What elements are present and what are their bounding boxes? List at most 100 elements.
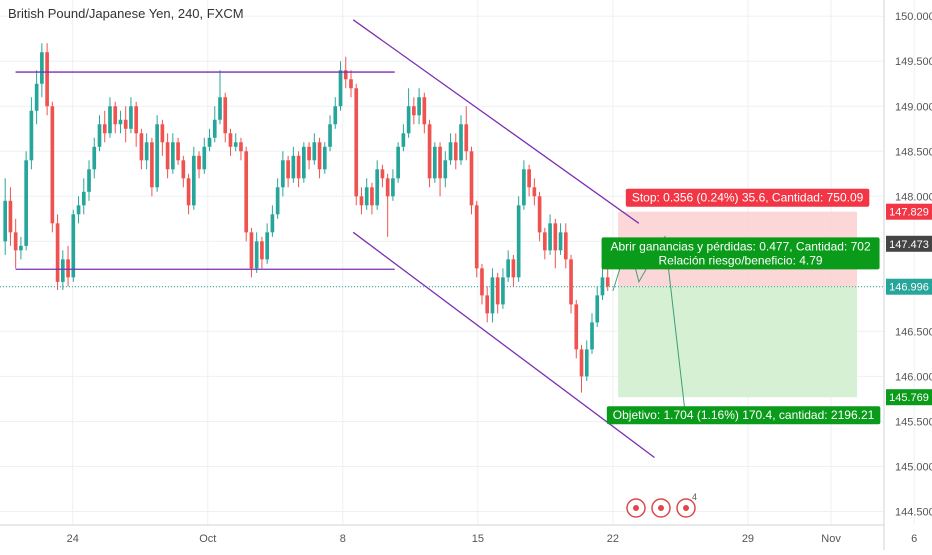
- candle-body: [343, 70, 348, 80]
- channel-lower-line[interactable]: [352, 231, 655, 458]
- candle-body: [328, 124, 332, 147]
- candle-body: [490, 277, 495, 314]
- candle-body: [359, 196, 364, 206]
- candle-body: [218, 97, 222, 120]
- candle-body: [417, 97, 421, 116]
- candle-body: [600, 277, 605, 296]
- candle-body: [171, 142, 175, 170]
- candle-body: [155, 124, 159, 188]
- x-tick-label: 8: [340, 533, 346, 545]
- candle-body: [438, 146, 442, 179]
- candle-body: [291, 155, 296, 179]
- candle-body: [207, 137, 212, 147]
- candle-body: [97, 124, 102, 147]
- candle-body: [102, 124, 107, 134]
- x-tick-label: Oct: [199, 533, 216, 545]
- position-labels: Stop: 0.356 (0.24%) 35.6, Cantidad: 750.…: [601, 188, 881, 425]
- candle-body: [474, 205, 479, 269]
- economic-event-dot: [683, 505, 689, 511]
- candle-body: [532, 187, 537, 197]
- candle-body: [522, 169, 526, 206]
- candle-body: [412, 106, 416, 116]
- candle-body: [40, 52, 44, 84]
- candle-body: [354, 88, 359, 197]
- candle-body: [584, 349, 589, 377]
- candle-body: [123, 119, 128, 129]
- candle-body: [134, 106, 139, 134]
- price-badge: 146.996: [889, 282, 929, 294]
- candle-body: [29, 110, 34, 161]
- candle-body: [55, 223, 60, 282]
- chart-title: British Pound/Japanese Yen, 240, FXCM: [8, 6, 244, 21]
- candle-body: [108, 106, 112, 134]
- economic-event-dot: [633, 505, 639, 511]
- candle-body: [223, 97, 228, 134]
- candle-body: [150, 142, 154, 188]
- candle-body: [553, 223, 558, 251]
- candle-body: [45, 52, 49, 107]
- candle-body: [181, 160, 186, 179]
- y-tick-label: 149.000: [895, 101, 932, 113]
- candle-body: [228, 133, 233, 147]
- price-badge-bg: [886, 389, 932, 406]
- y-tick-label: 148.500: [895, 146, 932, 158]
- candle-body: [338, 70, 343, 107]
- price-badge: 145.769: [889, 392, 929, 404]
- target-label: Objetivo: 1.704 (1.16%) 170.4, cantidad:…: [613, 408, 875, 422]
- candle-body: [265, 232, 269, 260]
- candle-body: [191, 155, 196, 206]
- candle-body: [129, 106, 133, 129]
- candle-body: [406, 106, 411, 134]
- candle-body: [422, 97, 427, 125]
- candle-body: [527, 169, 531, 188]
- candles: [3, 43, 610, 393]
- candle-body: [286, 160, 290, 179]
- candle-body: [380, 169, 385, 179]
- channel-upper-line[interactable]: [352, 19, 640, 224]
- candle-body: [516, 205, 521, 278]
- y-tick-label: 145.500: [895, 416, 932, 428]
- y-tick-label: 144.500: [895, 506, 932, 518]
- candle-body: [13, 232, 18, 251]
- candle-body: [118, 119, 123, 125]
- candle-body: [281, 160, 285, 188]
- candle-body: [296, 155, 301, 179]
- candle-body: [537, 196, 542, 233]
- stop-label: Stop: 0.356 (0.24%) 35.6, Cantidad: 750.…: [632, 191, 864, 205]
- candle-body: [92, 146, 97, 170]
- candle-body: [579, 349, 584, 377]
- candle-body: [605, 277, 610, 287]
- candle-body: [165, 142, 170, 170]
- candle-body: [443, 160, 448, 179]
- candle-body: [307, 146, 311, 161]
- pnl-label-bg: [601, 237, 880, 270]
- candle-body: [548, 223, 552, 251]
- candle-body: [469, 151, 474, 206]
- candle-body: [322, 146, 327, 170]
- candle-body: [317, 142, 322, 170]
- candle-body: [87, 169, 91, 192]
- y-tick-label: 146.000: [895, 371, 932, 383]
- event-markers[interactable]: 4: [626, 492, 697, 518]
- candle-body: [511, 259, 516, 278]
- x-tick-label: 24: [67, 533, 79, 545]
- candle-body: [34, 83, 39, 111]
- candle-body: [244, 151, 249, 233]
- candle-body: [448, 142, 453, 161]
- candle-body: [563, 232, 568, 260]
- candle-body: [312, 142, 317, 161]
- y-tick-label: 149.500: [895, 56, 932, 68]
- candle-body: [66, 259, 70, 278]
- price-badge: 147.829: [889, 207, 929, 219]
- candle-body: [574, 304, 579, 350]
- candle-body: [401, 133, 406, 147]
- candle-body: [50, 106, 55, 224]
- y-tick-label: 150.000: [895, 11, 932, 23]
- event-count-badge: 4: [692, 492, 697, 502]
- candle-body: [239, 142, 243, 152]
- candle-body: [543, 232, 547, 251]
- candle-body: [260, 241, 264, 260]
- candle-body: [233, 142, 238, 147]
